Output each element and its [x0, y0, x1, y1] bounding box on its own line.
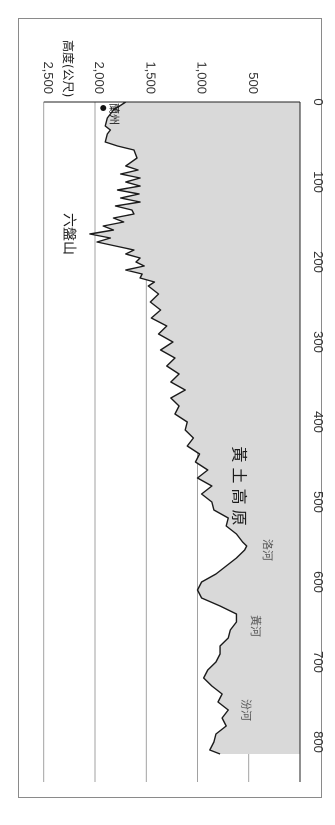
elevation-tick-label: 2,500 — [41, 61, 56, 94]
annotation-label: 汾河 — [240, 699, 253, 721]
distance-tick-label: 300 — [311, 331, 326, 353]
elevation-tick-label: 2,000 — [92, 61, 107, 94]
elevation-tick-label: 500 — [246, 72, 261, 94]
figure-frame — [18, 18, 322, 798]
terrain-area — [89, 102, 300, 754]
elevation-tick-label: 1,500 — [143, 61, 158, 94]
annotation-label: 蘭州 — [107, 103, 120, 125]
annotation-label: 洛河 — [261, 539, 275, 561]
distance-tick-label: 100 — [311, 171, 326, 193]
distance-tick-label: 800 — [311, 731, 326, 753]
annotation-label: 六盤山 — [60, 213, 76, 255]
elevation-axis-title: 高度(公尺) — [61, 40, 76, 97]
tick-layer: 500 1,000 1,500 2,000 2,500 高度(公尺) 0 100 200 300 4… — [41, 40, 326, 753]
lanzhou-marker — [100, 105, 107, 111]
distance-tick-label: 700 — [311, 651, 326, 673]
distance-tick-label: 400 — [311, 411, 326, 433]
profile-line — [89, 101, 248, 755]
area-layer — [89, 101, 300, 755]
annotation-label: 黃 土 高 原 — [229, 446, 248, 525]
elevation-tick-label: 1,000 — [195, 61, 210, 94]
axis-layer — [43, 101, 301, 782]
distance-tick-label: 200 — [311, 251, 326, 273]
annotation-label: 黃河 — [249, 615, 262, 637]
distance-tick-label: 0 — [311, 98, 326, 105]
distance-tick-label: 600 — [311, 571, 326, 593]
distance-tick-label: 500 — [311, 491, 326, 513]
